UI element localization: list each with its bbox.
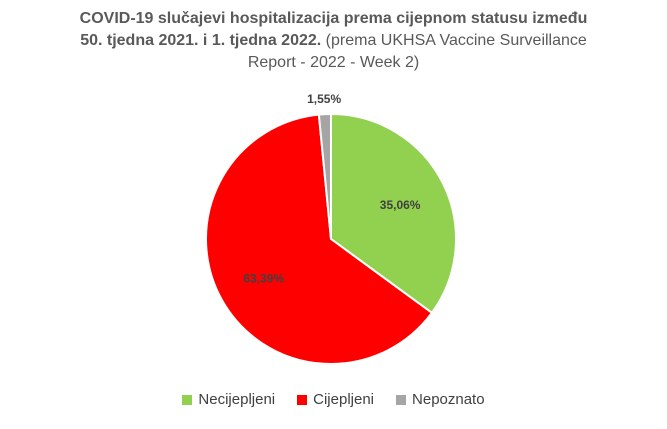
pie-slice-necijepljeni — [330, 112, 457, 315]
legend-item-nepoznato: Nepoznato — [396, 391, 485, 408]
data-label-cijepljeni: 63,39% — [243, 271, 284, 285]
legend-label-cijepljeni: Cijepljeni — [313, 391, 375, 408]
chart-title: COVID-19 slučajevi hospitalizacija prema… — [0, 8, 667, 74]
title-line2-rest: (prema UKHSA Vaccine Surveillance — [325, 32, 587, 49]
title-line3: Report - 2022 - Week 2) — [247, 54, 420, 71]
legend-item-cijepljeni: Cijepljeni — [297, 391, 374, 408]
legend-swatch-nepoznato — [396, 394, 407, 405]
data-label-nepoznato: 1,55% — [307, 92, 341, 106]
data-label-necijepljeni: 35,06% — [380, 198, 421, 212]
pie-slice-cijepljeni — [205, 113, 434, 365]
legend-swatch-cijepljeni — [297, 394, 308, 405]
legend-label-necijepljeni: Necijepljeni — [198, 391, 276, 408]
chart-legend: Necijepljeni Cijepljeni Nepoznato — [0, 391, 667, 408]
pie-slice-nepoznato — [317, 112, 332, 240]
legend-label-nepoznato: Nepoznato — [412, 391, 485, 408]
legend-item-necijepljeni: Necijepljeni — [182, 391, 275, 408]
title-line2-bold: 50. tjedna 2021. i 1. tjedna 2022. — [80, 32, 322, 49]
title-line1: COVID-19 slučajevi hospitalizacija prema… — [79, 10, 588, 27]
legend-swatch-necijepljeni — [182, 394, 193, 405]
